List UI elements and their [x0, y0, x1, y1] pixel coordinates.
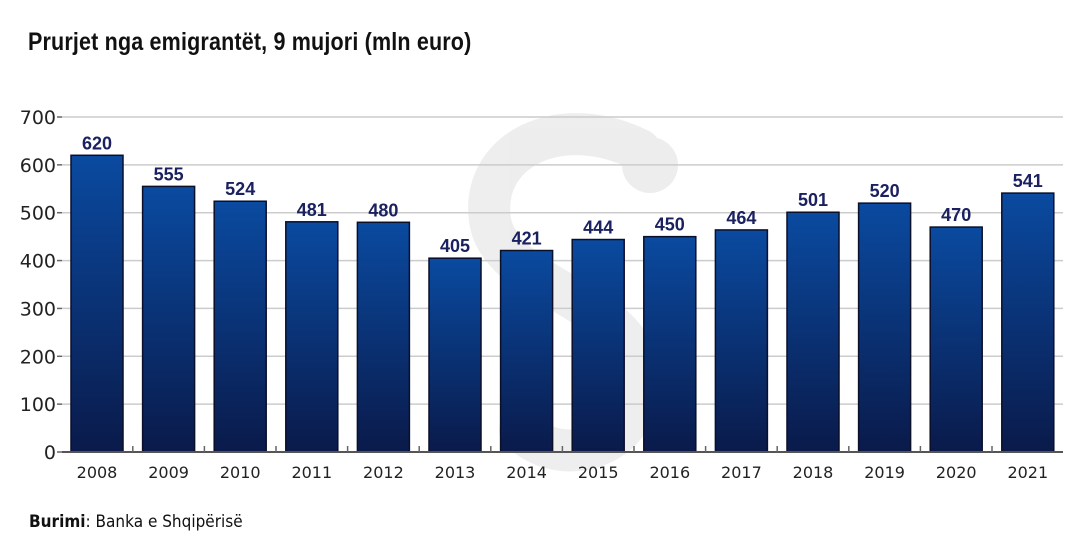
data-label: 501	[798, 190, 828, 210]
y-tick-label: 300	[20, 298, 56, 320]
data-label: 620	[82, 133, 112, 153]
x-tick-label: 2017	[721, 463, 762, 482]
y-tick-label: 200	[20, 346, 56, 368]
source-label: Burimi	[29, 512, 86, 532]
x-tick-label: 2016	[649, 463, 690, 482]
x-tick-label: 2014	[506, 463, 547, 482]
x-tick-label: 2008	[77, 463, 118, 482]
data-label: 405	[440, 236, 470, 256]
bar-2015	[571, 238, 625, 453]
bar-2014	[499, 249, 554, 453]
bar-2012	[356, 221, 411, 453]
x-tick-label: 2021	[1007, 463, 1048, 482]
bar-2010	[213, 200, 267, 453]
data-label: 470	[941, 205, 971, 225]
bar-2016	[643, 235, 697, 453]
data-label: 555	[154, 164, 184, 184]
x-tick-label: 2010	[220, 463, 261, 482]
y-tick-label: 100	[20, 394, 56, 416]
bar-2017	[714, 229, 769, 453]
y-tick-label: 400	[20, 251, 56, 273]
chart-title: Prurjet nga emigrantët, 9 mujori (mln eu…	[28, 28, 472, 56]
x-tick-label: 2018	[793, 463, 834, 482]
bar-2011	[285, 221, 339, 453]
x-tick-label: 2011	[291, 463, 332, 482]
x-tick-label: 2009	[148, 463, 189, 482]
y-tick-label: 700	[20, 107, 56, 129]
bar-2018	[786, 211, 840, 453]
bar-2013	[428, 257, 482, 453]
data-label: 421	[512, 229, 542, 249]
data-label: 541	[1013, 171, 1043, 191]
data-label: 524	[225, 179, 255, 199]
bar-2021	[1001, 192, 1055, 453]
source-text: : Banka e Shqipërisë	[85, 512, 243, 532]
bar-2020	[929, 226, 983, 453]
data-label: 520	[870, 181, 900, 201]
data-label: 480	[368, 200, 398, 220]
bar-2009	[141, 185, 196, 453]
bar-2008	[70, 154, 124, 453]
y-tick-label: 0	[44, 442, 56, 464]
x-tick-label: 2015	[578, 463, 619, 482]
data-label: 450	[655, 215, 685, 235]
data-label: 464	[726, 208, 756, 228]
x-tick-label: 2013	[435, 463, 476, 482]
y-tick-label: 500	[20, 203, 56, 225]
y-tick-label: 600	[20, 155, 56, 177]
x-tick-label: 2012	[363, 463, 404, 482]
source-note: Burimi: Banka e Shqipërisë	[29, 512, 243, 532]
x-tick-label: 2019	[864, 463, 905, 482]
bar-2019	[857, 202, 912, 453]
x-tick-label: 2020	[936, 463, 977, 482]
data-label: 444	[583, 218, 613, 238]
data-label: 481	[297, 200, 327, 220]
